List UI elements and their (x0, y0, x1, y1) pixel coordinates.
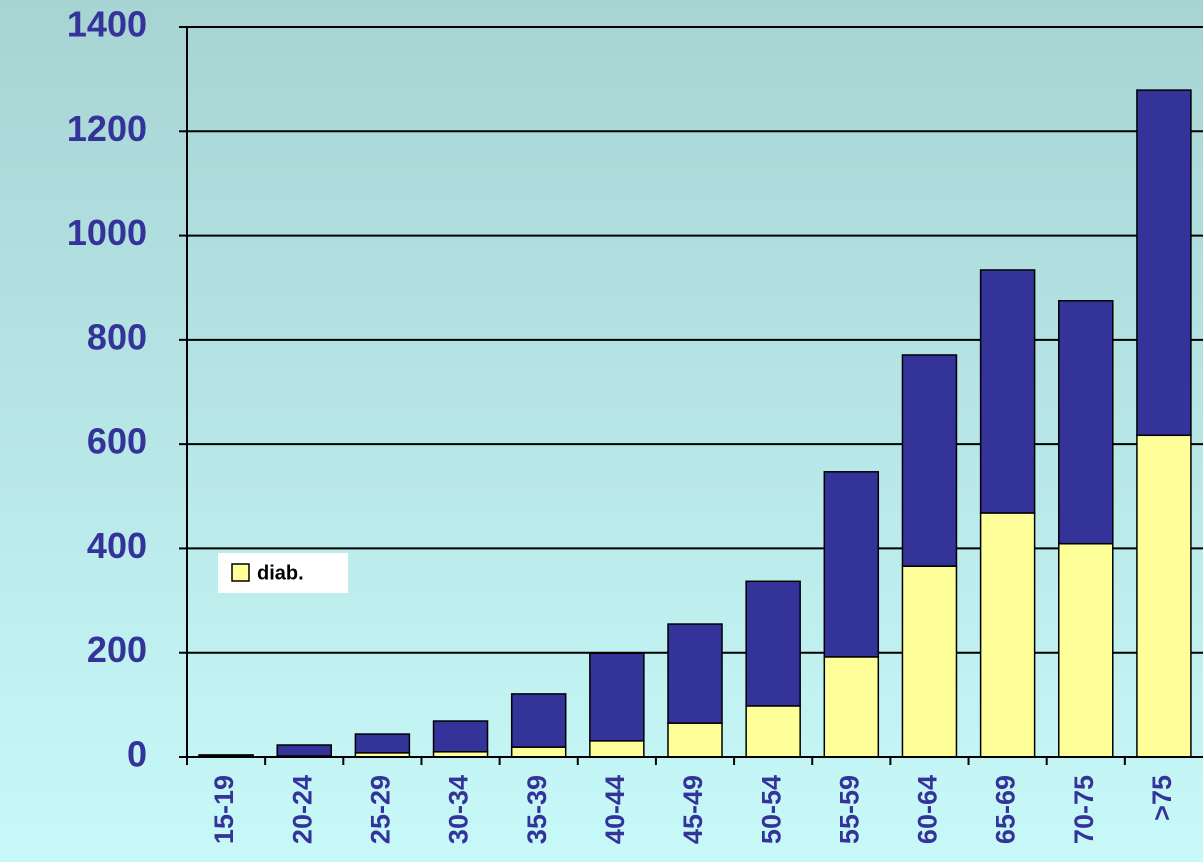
y-tick-label: 1400 (67, 4, 147, 45)
x-tick-label: 55-59 (834, 775, 864, 844)
bar-segment (745, 705, 801, 758)
bar-segment (1136, 434, 1192, 758)
bar-segment (667, 623, 723, 724)
x-tick-label: 20-24 (287, 775, 317, 844)
bar-segment (354, 733, 411, 754)
y-tick-label: 600 (87, 421, 147, 462)
bar-segment (589, 740, 645, 758)
x-tick-label: >75 (1147, 775, 1177, 821)
x-tick-label: 30-34 (444, 775, 474, 844)
x-tick-label: 65-69 (991, 775, 1021, 844)
x-tick-label: 35-39 (522, 775, 552, 844)
bar-segment (1058, 542, 1114, 758)
bar-segment (1136, 89, 1192, 437)
x-tick-label: 40-44 (600, 775, 630, 844)
x-tick-label: 45-49 (678, 775, 708, 844)
bar-segment (276, 744, 332, 757)
y-tick-label: 200 (87, 629, 147, 670)
bar-segment (198, 754, 254, 757)
bar-segment (901, 354, 958, 567)
bar-segment (901, 565, 958, 758)
x-tick-label: 50-54 (756, 775, 786, 844)
x-tick-label: 25-29 (366, 775, 396, 844)
bar-segment (823, 471, 880, 658)
bar-segment (823, 656, 880, 758)
bar-segment (589, 652, 645, 742)
legend-label: diab. (257, 562, 304, 584)
bar-segment (432, 720, 489, 753)
bar-segment (745, 580, 801, 707)
bar-segment (979, 512, 1036, 758)
y-tick-label: 800 (87, 316, 147, 357)
y-tick-label: 1200 (67, 108, 147, 149)
legend-swatch (231, 563, 250, 582)
x-tick-label: 70-75 (1069, 775, 1099, 844)
bar-segment (667, 722, 723, 758)
bar-segment (1058, 300, 1114, 545)
bar-segment (510, 746, 567, 758)
y-tick-label: 1000 (67, 212, 147, 253)
legend: diab. (218, 553, 348, 593)
bar-segment (510, 693, 567, 748)
y-tick-label: 0 (127, 734, 147, 775)
bar-segment (979, 269, 1036, 514)
y-tick-label: 400 (87, 525, 147, 566)
x-tick-label: 15-19 (209, 775, 239, 844)
x-tick-label: 60-64 (913, 775, 943, 844)
